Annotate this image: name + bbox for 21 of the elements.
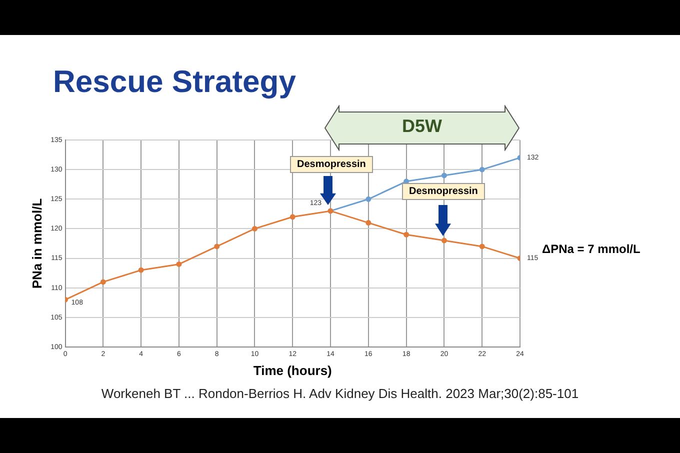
point [366,220,372,226]
point [214,244,220,250]
point [100,279,106,285]
point [441,238,447,244]
y-axis-title: PNa in mmol/L [29,198,44,289]
text: D5W [401,116,443,137]
point [138,267,144,273]
chart-title: Rescue Strategy [53,64,296,100]
annotation: Desmopressin [402,183,485,200]
annotation: Desmopressin [290,156,373,173]
x-axis-title: Time (hours) [253,362,332,378]
point [404,232,410,238]
point [290,214,296,220]
point [176,261,182,267]
point [479,244,485,250]
text: Workeneh BT ... Rondon-Berrios H. Adv Kidney Dis Health. 2023 Mar;30(2):85-101 [100,386,580,401]
point [252,226,258,232]
point [441,172,447,178]
point [479,166,485,172]
point [366,196,372,202]
text: ΔPNa = 7 mmol/L [542,242,640,256]
